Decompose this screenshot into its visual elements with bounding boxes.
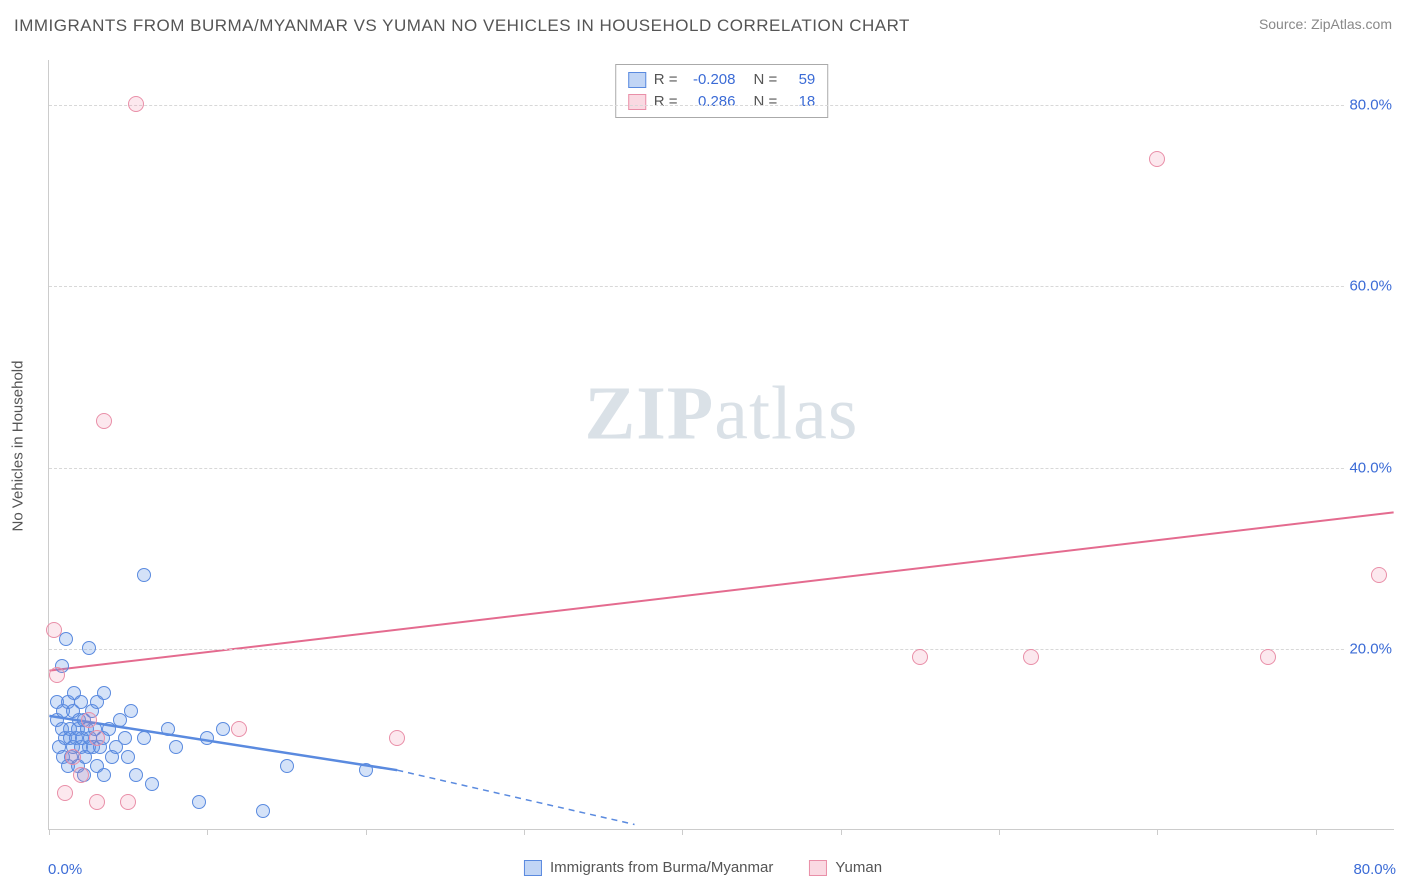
x-tick — [49, 829, 50, 835]
legend-correlation-row: R = 0.286 N = 18 — [628, 91, 816, 113]
legend-swatch-icon — [628, 94, 646, 110]
legend-r-value: -0.208 — [686, 69, 736, 91]
trend-line — [49, 512, 1393, 670]
data-point — [124, 704, 138, 718]
data-point — [161, 722, 175, 736]
data-point — [256, 804, 270, 818]
data-point — [1149, 151, 1165, 167]
data-point — [137, 731, 151, 745]
legend-r-value: 0.286 — [686, 91, 736, 113]
source-attribution: Source: ZipAtlas.com — [1259, 16, 1392, 32]
data-point — [231, 721, 247, 737]
x-tick — [366, 829, 367, 835]
x-tick — [841, 829, 842, 835]
grid-line — [49, 286, 1394, 287]
y-tick-label: 80.0% — [1345, 97, 1396, 114]
data-point — [59, 632, 73, 646]
legend-series-label: Immigrants from Burma/Myanmar — [550, 859, 773, 876]
data-point — [389, 730, 405, 746]
data-point — [118, 731, 132, 745]
y-axis-label: No Vehicles in Household — [10, 361, 27, 532]
grid-line — [49, 105, 1394, 106]
data-point — [359, 763, 373, 777]
y-tick-label: 60.0% — [1345, 278, 1396, 295]
x-tick — [1316, 829, 1317, 835]
x-axis-min-label: 0.0% — [48, 861, 82, 878]
watermark-text: ZIPatlas — [585, 370, 859, 457]
legend-swatch-icon — [524, 860, 542, 876]
data-point — [121, 750, 135, 764]
legend-n-label: N = — [754, 91, 778, 113]
data-point — [137, 568, 151, 582]
data-point — [1260, 649, 1276, 665]
legend-swatch-icon — [809, 860, 827, 876]
legend-n-value: 59 — [785, 69, 815, 91]
legend-swatch-icon — [628, 72, 646, 88]
data-point — [89, 730, 105, 746]
legend-n-label: N = — [754, 69, 778, 91]
x-axis-max-label: 80.0% — [1353, 861, 1396, 878]
trend-lines-svg — [49, 60, 1394, 829]
data-point — [97, 768, 111, 782]
data-point — [216, 722, 230, 736]
data-point — [65, 749, 81, 765]
data-point — [1371, 567, 1387, 583]
legend-series: Immigrants from Burma/Myanmar Yuman — [524, 859, 882, 876]
legend-correlation-row: R = -0.208 N = 59 — [628, 69, 816, 91]
data-point — [145, 777, 159, 791]
legend-r-label: R = — [654, 69, 678, 91]
x-tick — [999, 829, 1000, 835]
chart-plot-area: ZIPatlas R = -0.208 N = 59 R = 0.286 N = 18 20.… — [48, 60, 1394, 830]
y-tick-label: 40.0% — [1345, 459, 1396, 476]
chart-title: IMMIGRANTS FROM BURMA/MYANMAR VS YUMAN N… — [14, 16, 910, 36]
grid-line — [49, 468, 1394, 469]
legend-series-label: Yuman — [835, 859, 882, 876]
legend-series-item: Yuman — [809, 859, 882, 876]
legend-n-value: 18 — [785, 91, 815, 113]
data-point — [49, 667, 65, 683]
data-point — [57, 785, 73, 801]
data-point — [280, 759, 294, 773]
data-point — [73, 767, 89, 783]
legend-series-item: Immigrants from Burma/Myanmar — [524, 859, 773, 876]
trend-line-extrapolated — [397, 770, 634, 824]
data-point — [82, 641, 96, 655]
y-tick-label: 20.0% — [1345, 640, 1396, 657]
data-point — [97, 686, 111, 700]
x-tick — [1157, 829, 1158, 835]
data-point — [1023, 649, 1039, 665]
data-point — [89, 794, 105, 810]
x-tick — [682, 829, 683, 835]
x-tick — [207, 829, 208, 835]
data-point — [200, 731, 214, 745]
data-point — [46, 622, 62, 638]
legend-r-label: R = — [654, 91, 678, 113]
data-point — [912, 649, 928, 665]
data-point — [81, 712, 97, 728]
data-point — [129, 768, 143, 782]
data-point — [128, 96, 144, 112]
data-point — [96, 413, 112, 429]
data-point — [169, 740, 183, 754]
grid-line — [49, 649, 1394, 650]
x-tick — [524, 829, 525, 835]
data-point — [120, 794, 136, 810]
legend-correlation: R = -0.208 N = 59 R = 0.286 N = 18 — [615, 64, 829, 118]
data-point — [192, 795, 206, 809]
